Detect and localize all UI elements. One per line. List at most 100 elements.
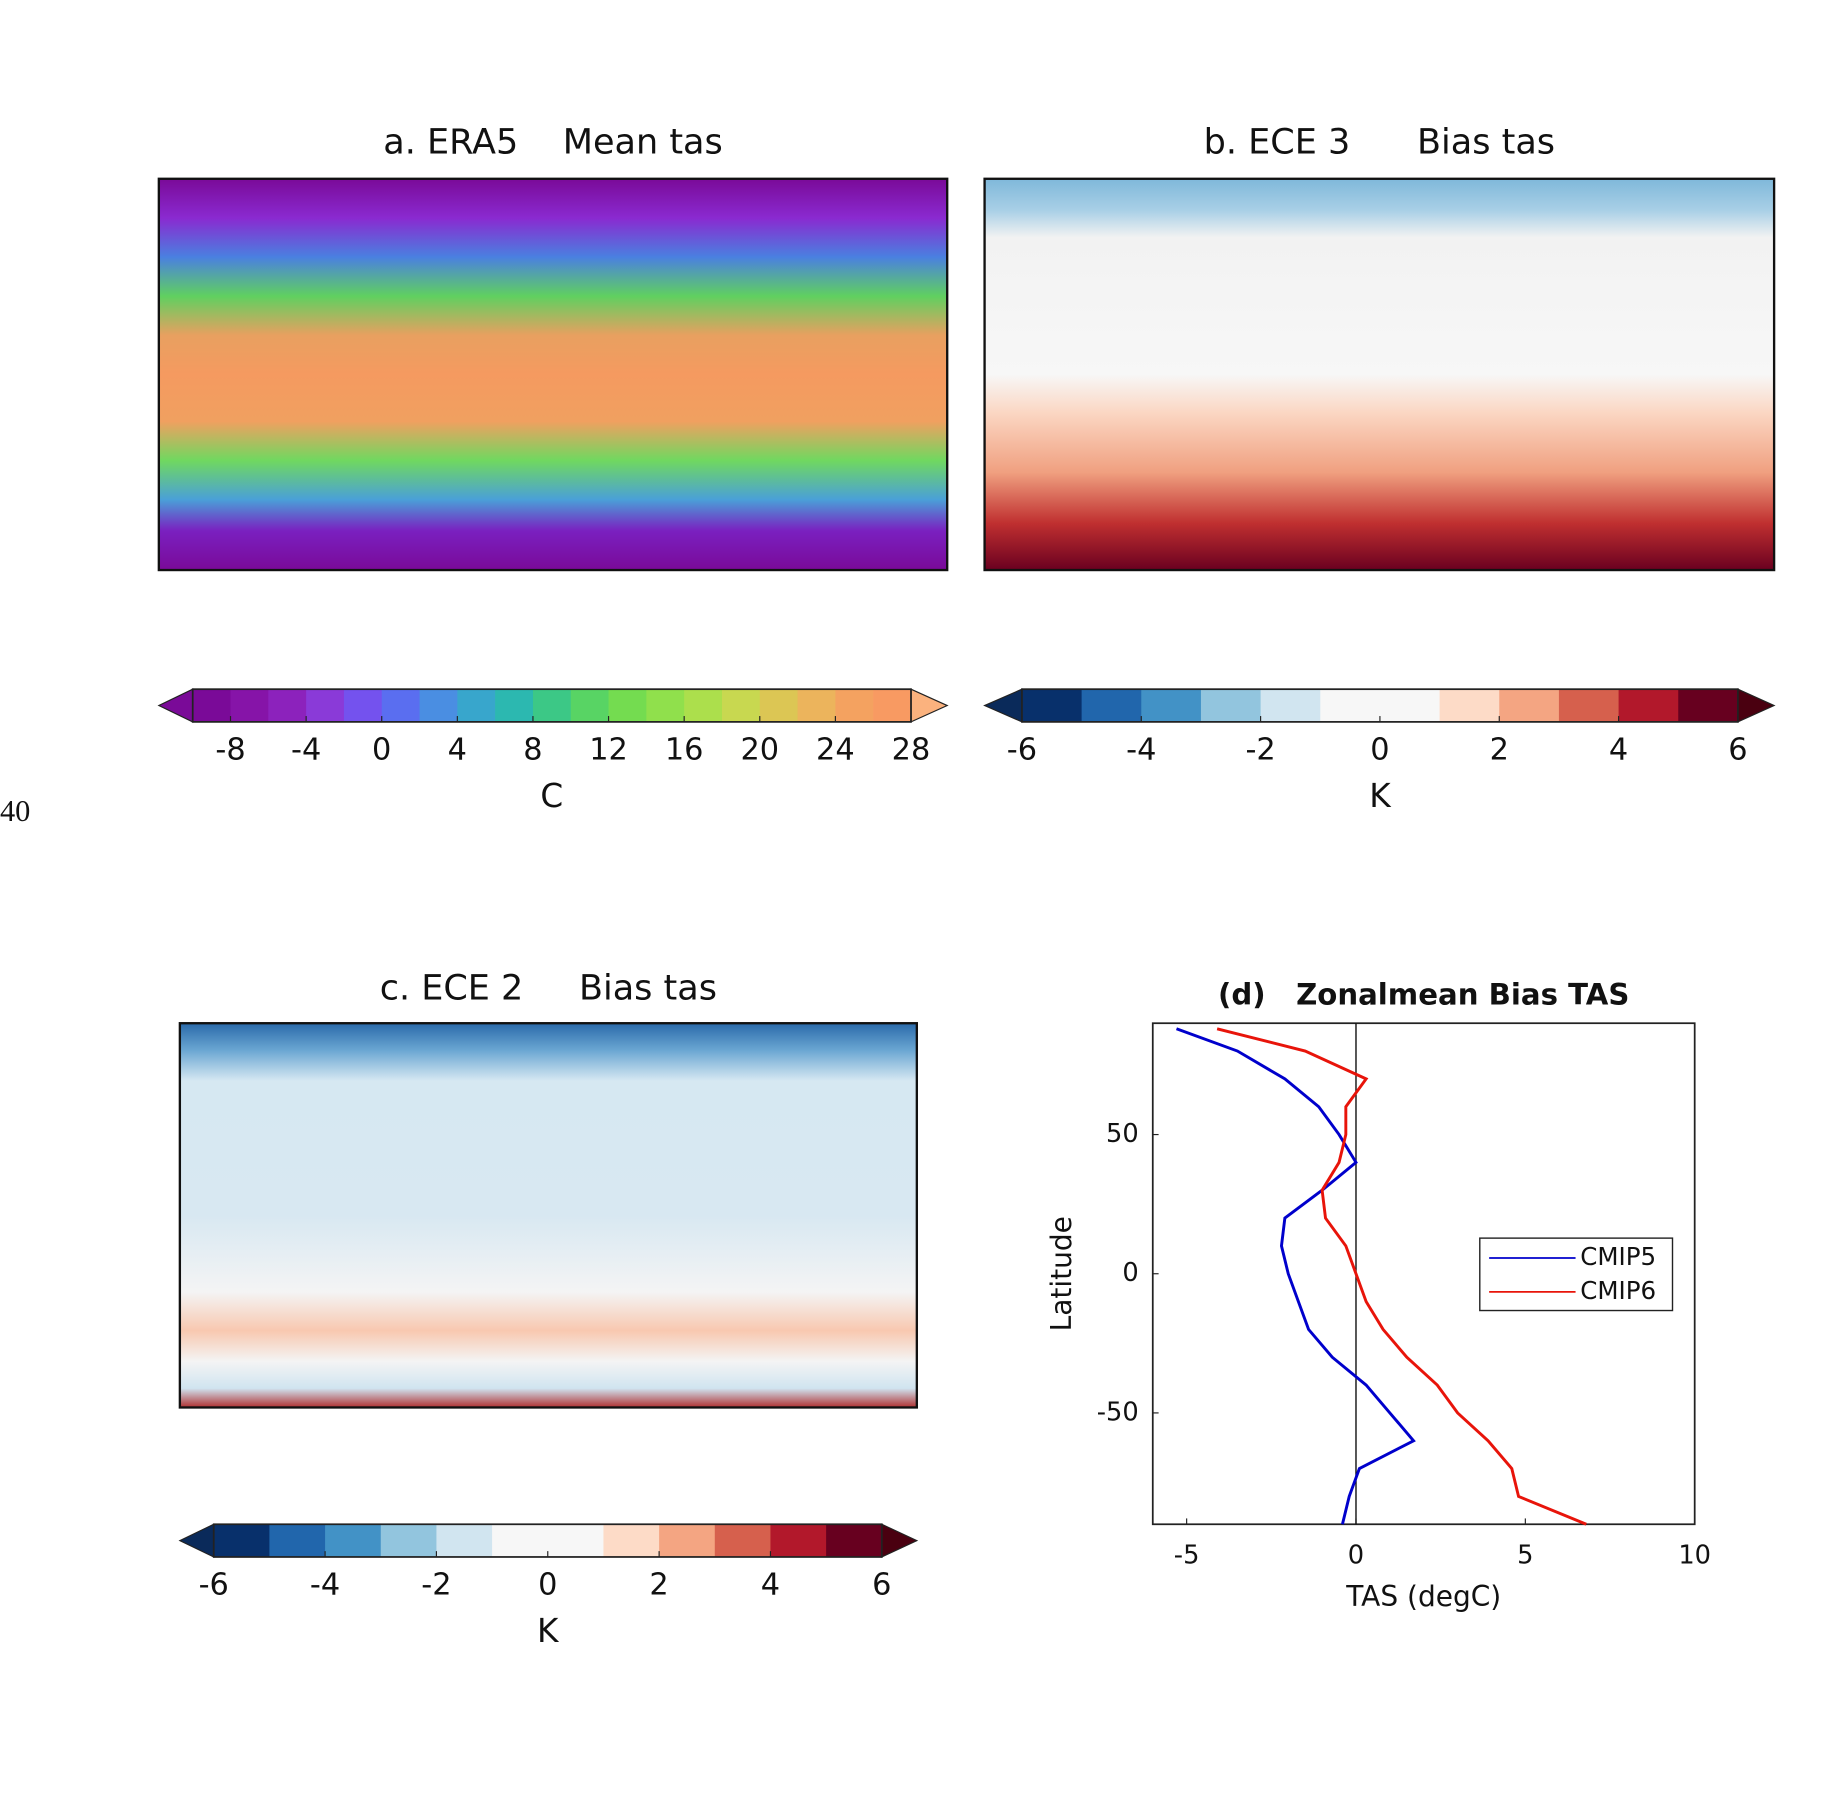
colorbar-segment <box>1379 689 1441 722</box>
map-title: c. ECE 2 Bias tas <box>380 967 717 1008</box>
map-image <box>157 177 949 572</box>
x-tick-label: -5 <box>1174 1540 1200 1570</box>
x-tick-label: 5 <box>1517 1540 1533 1570</box>
colorbar-segment <box>873 689 912 722</box>
colorbar-extend <box>983 688 1023 723</box>
colorbar-tick-label: 4 <box>761 1568 780 1603</box>
colorbar-segment <box>230 689 269 722</box>
colorbar-label: K <box>1369 777 1392 815</box>
y-tick-label: -50 <box>1097 1397 1139 1427</box>
colorbar-segment <box>495 689 534 722</box>
colorbar-segment <box>608 689 647 722</box>
x-tick-label: 10 <box>1678 1540 1711 1570</box>
colorbar-segment <box>192 689 232 722</box>
colorbar-tick-label: -4 <box>310 1568 340 1603</box>
colorbar-segment <box>646 689 685 722</box>
colorbar-segment <box>532 689 572 722</box>
colorbar-extend <box>1737 688 1776 723</box>
colorbar-label: K <box>537 1612 560 1650</box>
colorbar-extend <box>910 688 949 723</box>
colorbar-segment <box>213 1524 270 1557</box>
colorbar-segment <box>1499 689 1560 722</box>
colorbar-segment <box>1558 689 1620 722</box>
x-axis-label: TAS (degC) <box>1345 1580 1501 1613</box>
chart-title: (d) Zonalmean Bias TAS <box>1218 977 1629 1011</box>
legend-label: CMIP5 <box>1580 1242 1656 1271</box>
colorbar-segment <box>1200 689 1262 722</box>
colorbar-segment <box>269 1524 326 1557</box>
colorbar-segment <box>770 1524 827 1557</box>
colorbar-tick-label: -4 <box>1126 733 1156 768</box>
colorbar-tick-label: 4 <box>1609 733 1628 768</box>
colorbar-tick-label: -6 <box>199 1568 229 1603</box>
map-title: b. ECE 3 Bias tas <box>1204 122 1555 163</box>
y-tick-label: 50 <box>1106 1119 1139 1149</box>
colorbar-extend <box>881 1523 919 1558</box>
colorbar-segment <box>721 689 761 722</box>
legend-label: CMIP6 <box>1580 1276 1656 1305</box>
colorbar-tick-label: 12 <box>589 733 628 768</box>
legend-box <box>1479 1237 1674 1312</box>
colorbar-tick-label: -2 <box>1245 733 1275 768</box>
colorbar-segment <box>268 689 307 722</box>
colorbar-segment <box>306 689 345 722</box>
colorbar-tick-label: -6 <box>1007 733 1037 768</box>
map-image <box>178 1022 919 1409</box>
colorbar-segment <box>1439 689 1500 722</box>
colorbar-tick-label: 6 <box>872 1568 891 1603</box>
colorbar-tick-label: 16 <box>665 733 704 768</box>
colorbar-segment <box>343 689 383 722</box>
colorbar-segment <box>380 1524 438 1557</box>
colorbar-segment <box>659 1524 716 1557</box>
colorbar-segment <box>570 689 610 722</box>
colorbar-segment <box>1320 689 1381 722</box>
colorbar-tick-label: 20 <box>740 733 779 768</box>
colorbar-segment <box>1678 689 1739 722</box>
colorbar-segment <box>797 689 836 722</box>
colorbar-segment <box>457 689 496 722</box>
colorbar-tick-label: 8 <box>523 733 542 768</box>
series-line <box>1175 1027 1416 1525</box>
colorbar-segment <box>759 689 799 722</box>
y-tick-label: 0 <box>1122 1258 1138 1288</box>
colorbar-label: C <box>540 777 563 815</box>
colorbar-segment <box>1260 689 1321 722</box>
colorbar-segment <box>547 1524 605 1557</box>
y-axis-label: Latitude <box>1045 1216 1078 1331</box>
map-image <box>983 177 1776 572</box>
series-line <box>1216 1027 1587 1526</box>
colorbar-tick-label: 0 <box>538 1568 557 1603</box>
colorbar-segment <box>381 689 421 722</box>
colorbar-tick-label: -4 <box>291 733 321 768</box>
colorbar-segment <box>419 689 458 722</box>
colorbar-segment <box>1141 689 1202 722</box>
colorbar-frame <box>191 688 912 723</box>
colorbar-segment <box>835 689 874 722</box>
colorbar-tick-label: 4 <box>448 733 467 768</box>
map-title: a. ERA5 Mean tas <box>383 122 722 163</box>
colorbar-tick-label: 0 <box>372 733 391 768</box>
colorbar-segment <box>1021 689 1083 722</box>
colorbar-segment <box>436 1524 493 1557</box>
colorbar-segment <box>603 1524 660 1557</box>
colorbar-tick-label: 28 <box>892 733 931 768</box>
colorbar-tick-label: 2 <box>1490 733 1509 768</box>
colorbar-extend <box>178 1523 215 1558</box>
colorbar-segment <box>714 1524 772 1557</box>
colorbar-tick-label: -2 <box>421 1568 451 1603</box>
colorbar-tick-label: 6 <box>1728 733 1747 768</box>
colorbar-segment <box>492 1524 549 1557</box>
colorbar-segment <box>1618 689 1679 722</box>
colorbar-tick-label: 24 <box>816 733 855 768</box>
colorbar-tick-label: 0 <box>1370 733 1389 768</box>
colorbar-segment <box>1081 689 1142 722</box>
colorbar-segment <box>325 1524 382 1557</box>
colorbar-tick-label: 2 <box>649 1568 668 1603</box>
colorbar-tick-label: -8 <box>215 733 245 768</box>
colorbar-segment <box>826 1524 883 1557</box>
colorbar-extend <box>157 688 194 723</box>
side-label: 40 <box>0 794 30 828</box>
x-tick-label: 0 <box>1348 1540 1364 1570</box>
colorbar-segment <box>684 689 723 722</box>
